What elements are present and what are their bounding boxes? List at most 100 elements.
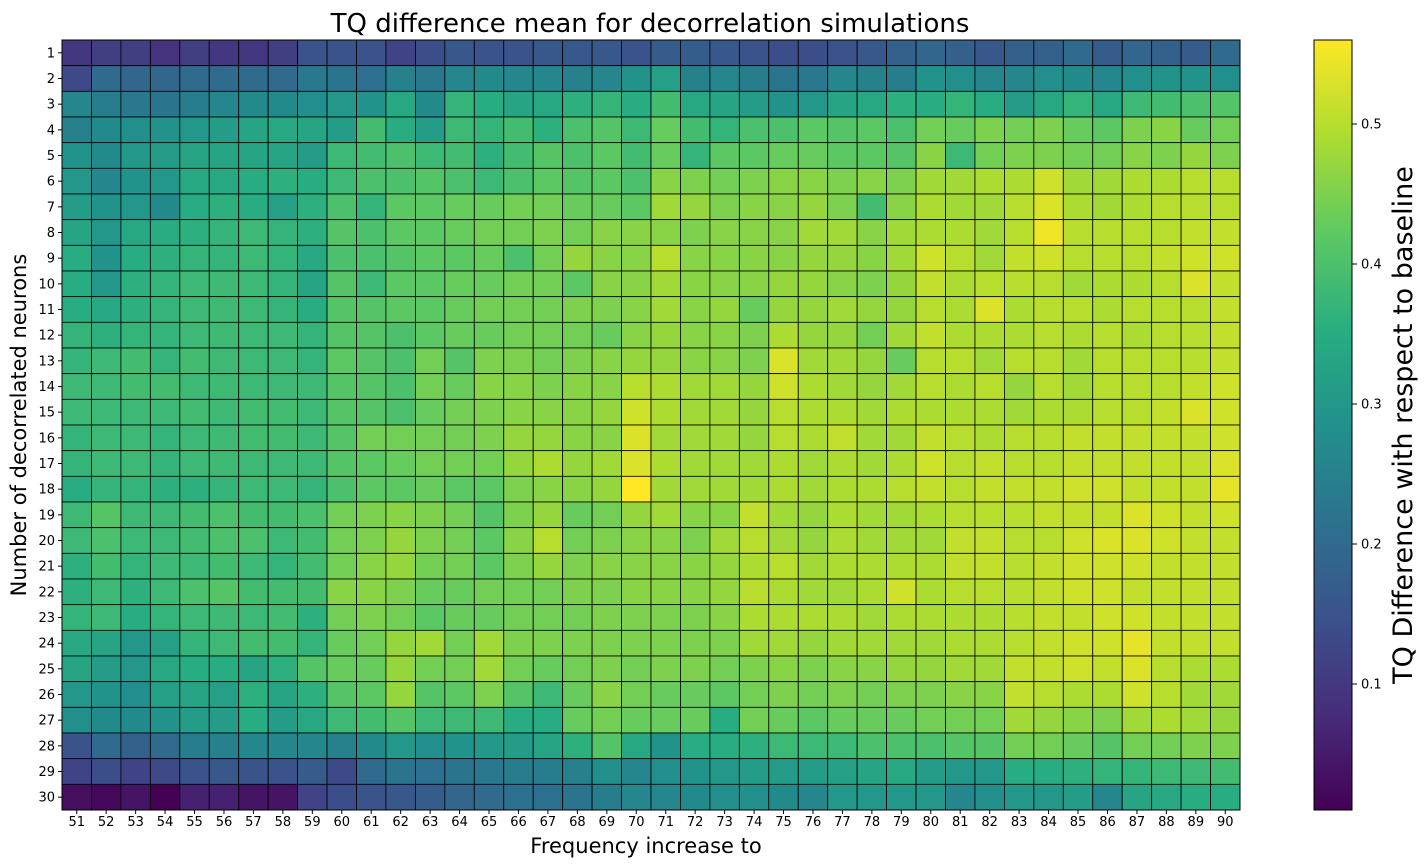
heatmap-cell (827, 629, 858, 657)
heatmap-cell (1180, 424, 1211, 452)
heatmap-cell (120, 244, 151, 272)
heatmap-cell (385, 527, 416, 554)
colorbar-tick-label: 0.3 (1361, 398, 1382, 413)
heatmap-cell (356, 578, 387, 606)
x-tick-label: 84 (1040, 815, 1057, 830)
heatmap-cell (503, 552, 534, 580)
heatmap-cell (650, 167, 681, 195)
heatmap-cell (532, 347, 564, 375)
heatmap-cell (1004, 527, 1035, 554)
heatmap-cell (91, 193, 122, 221)
heatmap-cell (91, 244, 122, 272)
heatmap-cell (680, 706, 711, 734)
heatmap-cell (120, 450, 151, 477)
heatmap-cell (915, 219, 946, 246)
heatmap-cell (444, 39, 475, 67)
heatmap-cell (1062, 321, 1094, 349)
heatmap-cell (91, 424, 122, 452)
heatmap-cell (621, 270, 652, 298)
heatmap-cell (179, 552, 210, 580)
y-axis-label: Number of decorrelated neurons (7, 254, 31, 597)
heatmap-cell (444, 783, 475, 811)
heatmap-cell (738, 783, 770, 811)
colorbar-label: TQ Difference with respect to baseline (1388, 166, 1419, 685)
heatmap-cell (532, 604, 564, 631)
y-tick-label: 2 (47, 72, 55, 87)
heatmap-cell (385, 39, 416, 67)
heatmap-cell (768, 193, 799, 221)
heatmap-cell (591, 347, 622, 375)
heatmap-cell (915, 244, 946, 272)
heatmap-cell (503, 398, 534, 426)
heatmap-cell (621, 296, 652, 323)
heatmap-cell (886, 424, 917, 452)
heatmap-cell (179, 783, 210, 811)
heatmap-cell (1180, 783, 1211, 811)
heatmap-cell (856, 65, 888, 92)
heatmap-cell (1180, 373, 1211, 400)
heatmap-cell (1092, 244, 1123, 272)
heatmap-cell (1180, 193, 1211, 221)
heatmap-cell (797, 552, 829, 580)
heatmap-cell (238, 552, 269, 580)
heatmap-cell (650, 450, 681, 477)
heatmap-cell (356, 424, 387, 452)
heatmap-cell (1210, 321, 1241, 349)
heatmap-cell (1092, 578, 1123, 606)
heatmap-cell (1004, 219, 1035, 246)
heatmap-cell (562, 424, 593, 452)
heatmap-cell (680, 681, 711, 708)
heatmap-cell (1210, 424, 1241, 452)
heatmap-cell (149, 296, 181, 323)
heatmap-cell (621, 732, 652, 760)
heatmap-cell (1121, 65, 1153, 92)
heatmap-cell (797, 193, 829, 221)
heatmap-cell (1062, 732, 1094, 760)
heatmap-cell (179, 373, 210, 400)
y-tick-label: 28 (38, 739, 55, 754)
heatmap-cell (532, 90, 564, 118)
heatmap-cell (208, 90, 240, 118)
heatmap-cell (149, 373, 181, 400)
heatmap-cell (827, 424, 858, 452)
heatmap-cell (562, 296, 593, 323)
heatmap-cell (768, 347, 799, 375)
heatmap-cell (591, 552, 622, 580)
heatmap-cell (827, 732, 858, 760)
heatmap-cell (1062, 90, 1094, 118)
heatmap-cell (1062, 783, 1094, 811)
heatmap-cell (238, 527, 269, 554)
heatmap-cell (562, 655, 593, 683)
heatmap-cell (414, 116, 446, 144)
heatmap-cell (738, 604, 770, 631)
heatmap-cell (1151, 758, 1182, 785)
heatmap-cell (532, 39, 564, 67)
heatmap-cell (562, 706, 593, 734)
heatmap-cell (267, 167, 298, 195)
heatmap-cell (532, 450, 564, 477)
heatmap-cell (414, 244, 446, 272)
heatmap-cell (91, 783, 122, 811)
heatmap-cell (621, 193, 652, 221)
heatmap-cell (91, 39, 122, 67)
heatmap-cell (886, 578, 917, 606)
heatmap-cell (414, 629, 446, 657)
heatmap-cell (297, 732, 328, 760)
y-tick-label: 10 (38, 277, 55, 292)
heatmap-cell (1004, 142, 1035, 169)
heatmap-cell (945, 244, 976, 272)
heatmap-cell (1092, 39, 1123, 67)
heatmap-cell (591, 655, 622, 683)
heatmap-cell (945, 552, 976, 580)
heatmap-cell (621, 219, 652, 246)
heatmap-cell (621, 167, 652, 195)
heatmap-cell (856, 167, 888, 195)
heatmap-cell (208, 501, 240, 529)
x-tick-label: 68 (569, 815, 586, 830)
heatmap-cell (709, 219, 740, 246)
heatmap-cell (1092, 142, 1123, 169)
heatmap-cell (1151, 681, 1182, 708)
heatmap-cell (945, 424, 976, 452)
heatmap-cell (562, 373, 593, 400)
heatmap-cell (797, 604, 829, 631)
